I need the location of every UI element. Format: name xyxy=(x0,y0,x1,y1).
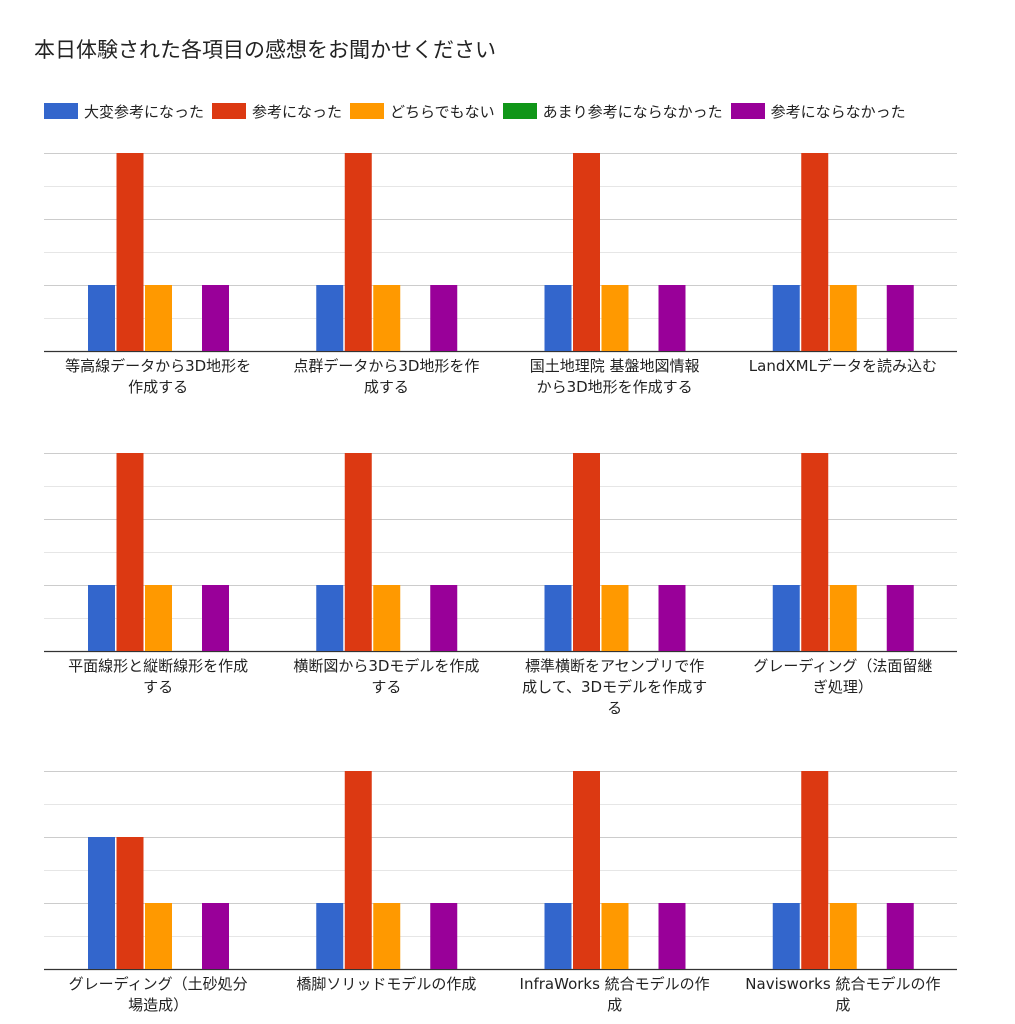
bar-helpful xyxy=(801,153,829,351)
bar-neutral xyxy=(145,285,172,351)
bar-very-helpful xyxy=(88,285,115,351)
bar-very-helpful xyxy=(544,585,572,651)
legend-swatch xyxy=(212,103,247,119)
bar-not-helpful xyxy=(658,285,686,351)
chart-title: 本日体験された各項目の感想をお聞かせください xyxy=(34,38,496,62)
bar-helpful xyxy=(344,771,372,969)
bar-helpful xyxy=(344,453,372,651)
category-label: 成 xyxy=(607,996,622,1014)
legend-swatch xyxy=(44,103,78,119)
bar-helpful xyxy=(116,837,144,969)
legend-label: 参考にならなかった xyxy=(770,102,906,121)
bar-helpful xyxy=(573,153,600,351)
legend-swatch xyxy=(350,103,385,119)
bar-helpful xyxy=(573,771,600,969)
bar-not-helpful xyxy=(202,585,229,651)
bar-not-helpful xyxy=(886,903,914,969)
bar-very-helpful xyxy=(316,903,344,969)
bar-helpful xyxy=(801,453,829,651)
bar-not-helpful xyxy=(886,285,914,351)
bar-helpful xyxy=(573,453,600,651)
legend-label: 大変参考になった xyxy=(84,102,205,121)
bar-very-helpful xyxy=(772,285,800,351)
bar-neutral xyxy=(601,285,629,351)
bar-very-helpful xyxy=(544,903,572,969)
legend-label: 参考になった xyxy=(252,102,343,121)
bar-helpful xyxy=(344,153,372,351)
category-label: 点群データから3D地形を作 xyxy=(293,357,479,375)
bar-neutral xyxy=(373,285,401,351)
bar-very-helpful xyxy=(316,585,344,651)
category-label: する xyxy=(371,678,401,696)
legend-item-very-helpful[interactable]: 大変参考になった xyxy=(44,101,204,122)
legend-item-not-helpful[interactable]: 参考にならなかった xyxy=(730,101,906,122)
category-label: する xyxy=(143,678,173,696)
category-label: 成 xyxy=(835,996,850,1014)
bar-not-helpful xyxy=(658,903,686,969)
category-label: る xyxy=(607,699,622,717)
category-label: LandXMLデータを読み込む xyxy=(749,357,937,375)
bar-helpful xyxy=(116,453,144,651)
category-label: 平面線形と縦断線形を作成 xyxy=(68,657,248,675)
bar-neutral xyxy=(145,585,172,651)
legend-label: あまり参考にならなかった xyxy=(542,102,723,121)
bar-not-helpful xyxy=(430,285,458,351)
bar-helpful xyxy=(801,771,829,969)
legend-item-helpful[interactable]: 参考になった xyxy=(212,101,342,122)
bar-neutral xyxy=(829,585,857,651)
category-label: 成して、3Dモデルを作成す xyxy=(522,678,707,696)
bar-neutral xyxy=(601,903,629,969)
category-label: 成する xyxy=(364,378,409,396)
bar-very-helpful xyxy=(772,903,800,969)
bar-very-helpful xyxy=(88,837,115,969)
bar-not-helpful xyxy=(430,585,458,651)
category-label: 橋脚ソリッドモデルの作成 xyxy=(296,975,476,993)
bar-not-helpful xyxy=(430,903,458,969)
bar-neutral xyxy=(601,585,629,651)
legend-swatch xyxy=(502,103,537,119)
category-label: 国土地理院 基盤地図情報 xyxy=(530,357,700,375)
legend-item-neutral[interactable]: どちらでもない xyxy=(350,101,495,122)
bar-not-helpful xyxy=(202,903,229,969)
bar-very-helpful xyxy=(316,285,344,351)
category-label: から3D地形を作成する xyxy=(537,378,693,396)
bar-not-helpful xyxy=(202,285,229,351)
category-label: 等高線データから3D地形を xyxy=(65,357,251,375)
bar-neutral xyxy=(373,903,401,969)
bar-very-helpful xyxy=(772,585,800,651)
bar-neutral xyxy=(373,585,401,651)
legend-label: どちらでもない xyxy=(390,102,495,121)
category-label: 場造成） xyxy=(128,996,188,1014)
bar-neutral xyxy=(145,903,172,969)
category-label: グレーディング（法面留継 xyxy=(753,657,932,675)
bar-neutral xyxy=(829,903,857,969)
legend-swatch xyxy=(730,103,765,119)
bar-very-helpful xyxy=(544,285,572,351)
legend-item-not-very-helpful[interactable]: あまり参考にならなかった xyxy=(502,101,723,122)
bar-not-helpful xyxy=(658,585,686,651)
bar-helpful xyxy=(116,153,144,351)
category-label: 標準横断をアセンブリで作 xyxy=(525,657,704,675)
category-label: 作成する xyxy=(128,378,188,396)
category-label: 横断図から3Dモデルを作成 xyxy=(293,657,479,675)
category-label: ぎ処理） xyxy=(813,678,873,696)
bar-neutral xyxy=(829,285,857,351)
category-label: InfraWorks 統合モデルの作 xyxy=(520,975,710,993)
legend: 大変参考になった 参考になった どちらでもない あまり参考にならなかった 参考に… xyxy=(44,100,914,122)
bar-not-helpful xyxy=(886,585,914,651)
bar-very-helpful xyxy=(88,585,115,651)
category-label: Navisworks 統合モデルの作 xyxy=(745,975,940,993)
category-label: グレーディング（土砂処分 xyxy=(69,975,248,993)
